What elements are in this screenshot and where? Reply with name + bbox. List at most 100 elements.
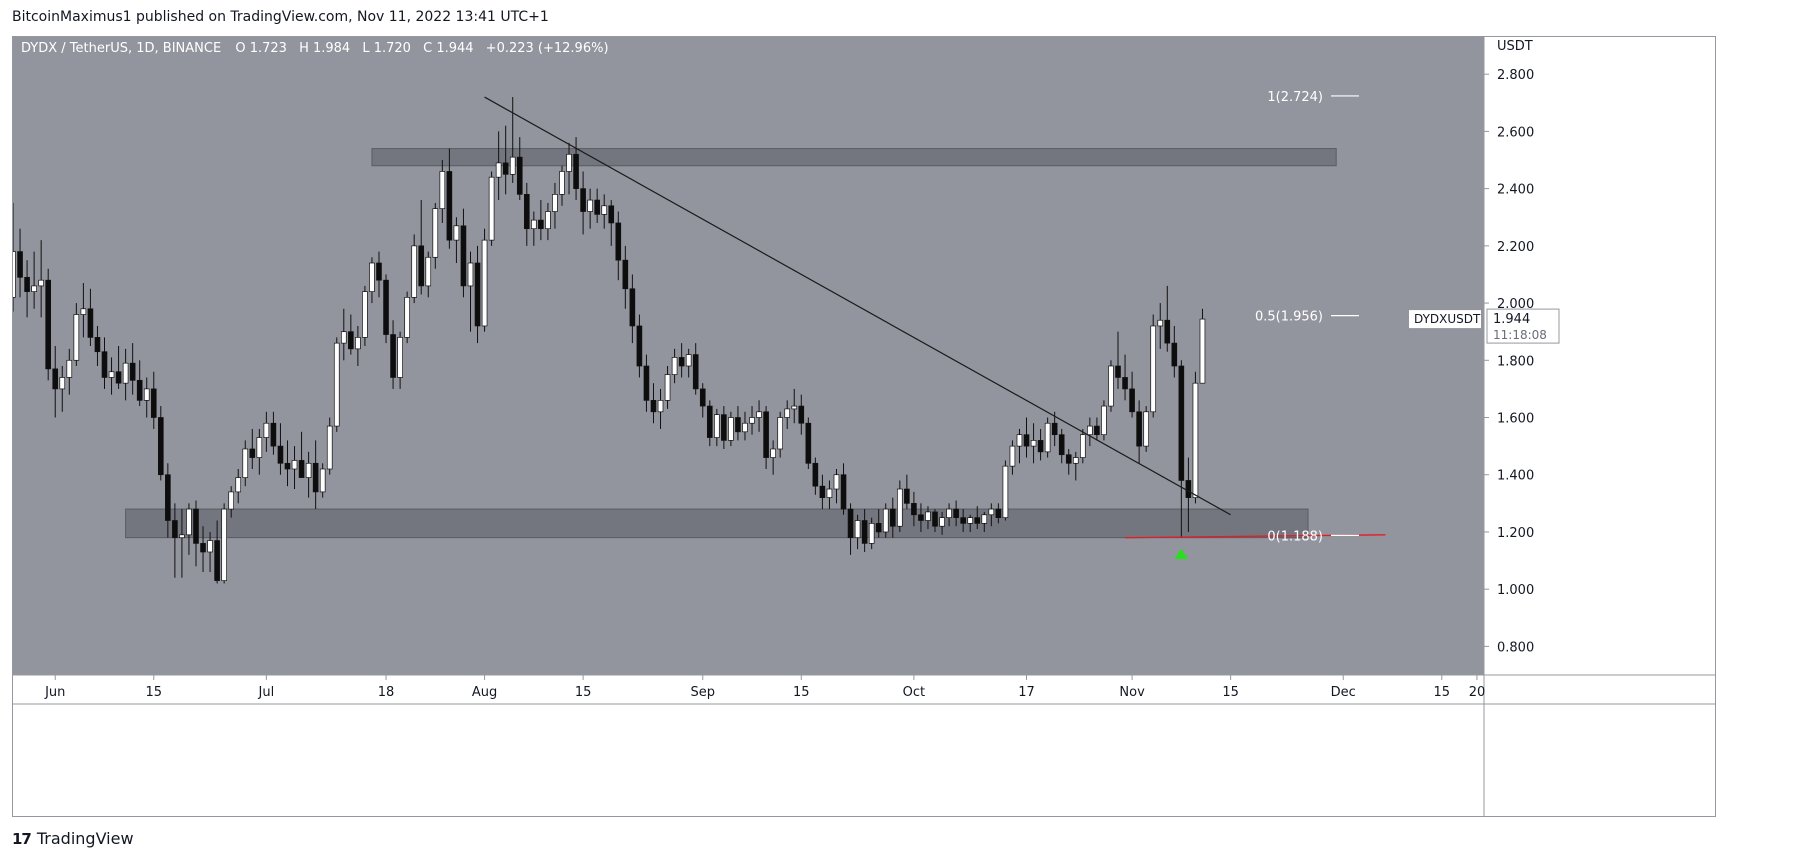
candle-body	[939, 517, 945, 527]
candle	[165, 463, 171, 538]
price-tick-label: 2.800	[1497, 68, 1534, 83]
candle-body	[552, 194, 558, 212]
candle	[467, 251, 474, 332]
candle-body	[333, 342, 340, 427]
candle-body	[172, 520, 178, 539]
candle	[854, 514, 861, 550]
price-axis[interactable]: 2.800 2.600 2.400 2.200 2.000 1.800 1.600 1.400…	[1484, 68, 1534, 655]
candle-body	[875, 523, 882, 533]
candle-body	[186, 508, 192, 536]
change-value: +0.223 (+12.96%)	[486, 41, 609, 56]
candle	[38, 240, 44, 318]
candle-body	[587, 199, 593, 212]
candle	[728, 411, 734, 447]
candle	[17, 228, 23, 298]
candle-body	[932, 511, 938, 527]
candle	[622, 245, 629, 309]
candlestick-chart[interactable]: 1(2.724) 0.5(1.956) 0(1.188) 2.800 2.600 2.4…	[13, 37, 1715, 816]
candle	[946, 503, 952, 527]
candle-body	[1051, 422, 1058, 436]
candle-body	[728, 417, 734, 441]
candle-body	[474, 262, 481, 327]
price-axis-unit: USDT	[1497, 39, 1533, 54]
candle-body	[256, 437, 263, 458]
candle-body	[749, 417, 755, 424]
candle	[974, 506, 981, 530]
candle	[1030, 423, 1037, 464]
candle-body	[348, 331, 354, 350]
candle	[1185, 457, 1192, 532]
time-axis[interactable]: Jun 15 Jul 18 Aug 15 Sep 15 Oct 17 Nov 15 Dec 15 20	[44, 675, 1485, 700]
zones-layer	[125, 148, 1337, 539]
candle	[495, 131, 502, 201]
candle	[1058, 428, 1065, 464]
candle-body	[791, 405, 798, 410]
time-tick-label: Jun	[44, 685, 65, 700]
candle	[904, 474, 910, 510]
candle	[1072, 451, 1079, 481]
candle	[432, 202, 439, 269]
candle-body	[854, 520, 861, 539]
candle	[453, 217, 460, 264]
candle	[531, 211, 537, 246]
candle	[1136, 400, 1142, 464]
candle	[355, 325, 361, 367]
candle-body	[228, 491, 234, 510]
candle-body	[559, 171, 565, 195]
candle	[925, 506, 931, 530]
candle	[953, 500, 959, 527]
candle	[587, 188, 593, 229]
candles-layer	[13, 97, 1206, 584]
candle	[474, 245, 481, 344]
svg-text:DYDX / TetherUS, 1D, BINANCE: DYDX / TetherUS, 1D, BINANCE O 1.723 H 1…	[21, 41, 609, 56]
candle	[911, 491, 917, 527]
high-value: 1.984	[313, 41, 350, 56]
candle	[326, 417, 333, 475]
chart-frame[interactable]: 1(2.724) 0.5(1.956) 0(1.188) 2.800 2.600 2.4…	[12, 36, 1716, 817]
candle	[798, 394, 805, 435]
candle-body	[136, 379, 143, 401]
candle-body	[650, 399, 657, 413]
candle-body	[1023, 434, 1030, 447]
candle	[369, 257, 375, 304]
candle-body	[911, 502, 917, 516]
candle-body	[214, 540, 220, 581]
price-tag	[1486, 308, 1560, 344]
time-tick-label: Jul	[258, 685, 275, 700]
candle	[1122, 354, 1128, 401]
candle-body	[108, 371, 115, 378]
candle-body	[1185, 480, 1192, 498]
close-value: 1.944	[436, 41, 473, 56]
candle	[981, 511, 988, 532]
candle	[840, 463, 847, 515]
candle-body	[1009, 445, 1016, 467]
candle-body	[143, 388, 150, 401]
candle-body	[460, 225, 467, 287]
candle	[1199, 308, 1206, 384]
candle	[115, 345, 122, 389]
candle	[256, 428, 263, 475]
candle-body	[179, 534, 185, 539]
candle-body	[115, 371, 122, 384]
candle-body	[481, 239, 488, 327]
candle-body	[643, 365, 650, 401]
tradingview-logo[interactable]: 17 TradingView	[12, 829, 134, 848]
time-tick-label: Sep	[690, 685, 715, 700]
candle-body	[31, 285, 37, 292]
candle	[833, 469, 840, 504]
candle	[186, 503, 192, 555]
candle	[1164, 285, 1171, 352]
time-tick-label: Oct	[903, 685, 925, 700]
candle-body	[129, 362, 136, 381]
candle-body	[326, 425, 333, 470]
candle-body	[967, 517, 974, 524]
candle-body	[608, 205, 615, 224]
candle	[636, 314, 643, 378]
last-price-label: DYDXUSDT 1.944 11:18:08	[1409, 308, 1560, 344]
candle	[348, 314, 354, 355]
candle	[488, 171, 495, 246]
plot-area[interactable]	[13, 37, 1484, 675]
candle-body	[291, 460, 298, 470]
candle	[397, 331, 403, 389]
time-tick-label: 20	[1469, 685, 1486, 700]
